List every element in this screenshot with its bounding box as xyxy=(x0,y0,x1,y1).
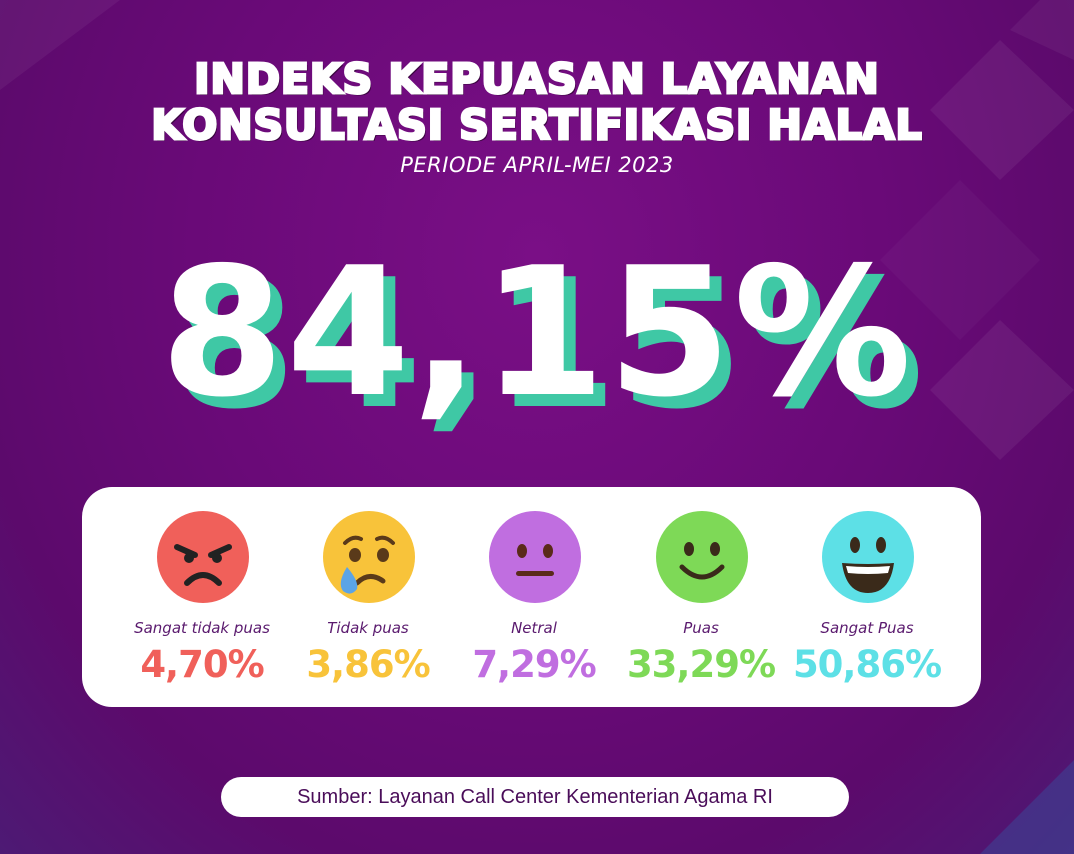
rating-value: 33,29% xyxy=(626,643,776,686)
rating-label: Netral xyxy=(511,619,557,637)
angry-face-icon xyxy=(157,511,249,603)
smiling-face-icon xyxy=(656,511,748,603)
subtitle-period: PERIODE APRIL-MEI 2023 xyxy=(400,153,674,177)
neutral-face-icon xyxy=(489,511,581,603)
grinning-face-icon xyxy=(822,511,914,603)
rating-label: Tidak puas xyxy=(327,619,409,637)
rating-item-very-satisfied: Sangat Puas 50,86% xyxy=(777,487,957,707)
rating-value: 50,86% xyxy=(792,643,942,686)
rating-item-dissatisfied: Tidak puas 3,86% xyxy=(278,487,458,707)
rating-label: Sangat tidak puas xyxy=(134,619,270,637)
rating-item-neutral: Netral 7,29% xyxy=(444,487,624,707)
rating-item-satisfied: Puas 33,29% xyxy=(611,487,791,707)
ratings-card: Sangat tidak puas 4,70% Tidak puas 3,86% xyxy=(82,487,981,707)
crying-face-icon xyxy=(323,511,415,603)
rating-value: 3,86% xyxy=(306,643,430,686)
rating-label: Sangat Puas xyxy=(820,619,914,637)
rating-value: 4,70% xyxy=(140,643,264,686)
title-line-2: KONSULTASI SERTIFIKASI HALAL xyxy=(150,101,923,150)
rating-value: 7,29% xyxy=(472,643,596,686)
title-line-1: INDEKS KEPUASAN LAYANAN xyxy=(193,55,880,104)
overall-index-value: 84,15% xyxy=(160,229,914,436)
rating-item-very-dissatisfied: Sangat tidak puas 4,70% xyxy=(112,487,292,707)
source-note: Sumber: Layanan Call Center Kementerian … xyxy=(221,777,849,817)
rating-label: Puas xyxy=(683,619,719,637)
